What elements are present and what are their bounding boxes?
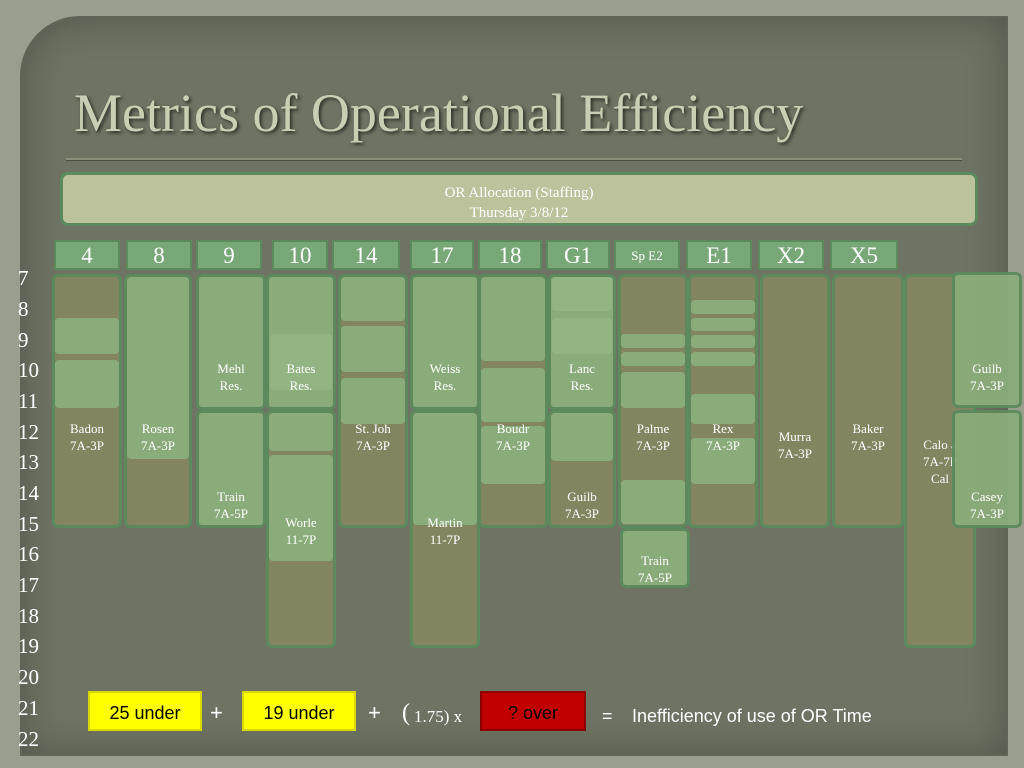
room-x5-schedule (832, 274, 904, 528)
room-9-upper (196, 274, 266, 410)
over-count-box: ? over (480, 691, 586, 731)
hour-label: 20 (18, 665, 39, 689)
schedule-block (691, 318, 755, 331)
room-header-8: 8 (126, 240, 192, 270)
hour-label: 12 (18, 420, 39, 444)
room-header-sp-e2: Sp E2 (614, 240, 680, 270)
block-label-boudr: Boudr 7A-3P (496, 421, 530, 453)
schedule-block (413, 413, 477, 525)
schedule-block (621, 480, 685, 524)
room-9-lower (196, 410, 266, 528)
schedule-block (621, 334, 685, 348)
block-label-badon: Badon 7A-3P (70, 421, 104, 453)
room-header-x2: X2 (758, 240, 824, 270)
hour-label: 15 (18, 512, 39, 536)
schedule-block (691, 352, 755, 366)
block-label-weiss: Weiss Res. (429, 361, 461, 393)
hour-label: 18 (18, 604, 39, 628)
schedule-block (552, 277, 612, 311)
schedule-block (621, 372, 685, 408)
hour-label: 13 (18, 450, 39, 474)
block-label-palme: Palme 7A-3P (636, 421, 670, 453)
equals-sign: = (602, 706, 613, 726)
schedule-block (691, 438, 755, 484)
overlay-block-guilb (952, 272, 1022, 408)
banner-heading: OR Allocation (Staffing) (444, 185, 594, 201)
banner-date: Thursday 3/8/12 (469, 205, 569, 221)
room-sp-e2-lower (620, 528, 690, 588)
room-header-18: 18 (478, 240, 542, 270)
block-label-rosen: Rosen 7A-3P (141, 421, 175, 453)
block-label-st-joh: St. Joh 7A-3P (355, 421, 391, 453)
schedule-block (691, 394, 755, 424)
schedule-block (55, 360, 119, 408)
schedule-block (551, 413, 613, 461)
hour-label: 22 (18, 727, 39, 751)
plus-sign-2: + (368, 700, 381, 725)
allocation-banner: OR Allocation (Staffing) Thursday 3/8/12 (60, 172, 978, 226)
schedule-block (127, 277, 189, 459)
block-label-bates: Bates Res. (286, 361, 316, 393)
plus-sign-1: + (210, 700, 223, 725)
block-label-guilb-g1: Guilb 7A-3P (565, 489, 599, 521)
block-label-worle: Worle 11-7P (285, 515, 317, 547)
schedule-block (55, 318, 119, 354)
block-label-lanc: Lanc Res. (569, 361, 595, 393)
schedule-block (341, 277, 405, 321)
block-label-guilb-right: Guilb 7A-3P (970, 361, 1004, 393)
hour-label: 9 (18, 328, 29, 352)
equation-result: Inefficiency of use of OR Time (632, 706, 872, 726)
schedule-block (341, 326, 405, 372)
block-label-train-sp-e2: Train 7A-5P (638, 553, 672, 585)
hour-label: 16 (18, 542, 39, 566)
schedule-block (621, 352, 685, 366)
block-label-murra: Murra 7A-3P (778, 429, 812, 461)
hour-label: 11 (18, 389, 39, 413)
hour-label: 19 (18, 634, 39, 658)
room-header-10: 10 (272, 240, 328, 270)
hour-label: 10 (18, 358, 39, 382)
page-title: Metrics of Operational Efficiency (74, 83, 804, 143)
schedule-block (691, 335, 755, 348)
block-label-rex: Rex 7A-3P (706, 421, 740, 453)
under-count-box-1: 25 under (88, 691, 202, 731)
block-label-casey: Casey 7A-3P (970, 489, 1004, 521)
overlay-block-casey (952, 410, 1022, 528)
schedule-block (341, 378, 405, 424)
room-x2-schedule (760, 274, 830, 528)
schedule-block (270, 334, 332, 390)
schedule-block (691, 300, 755, 314)
schedule-block (481, 368, 545, 422)
room-header-g1: G1 (546, 240, 610, 270)
room-header-e1: E1 (686, 240, 752, 270)
hour-label: 21 (18, 696, 39, 720)
schedule-block (269, 455, 333, 561)
room-header-4: 4 (54, 240, 120, 270)
block-label-mehl: Mehl Res. (217, 361, 245, 393)
room-header-9: 9 (196, 240, 262, 270)
schedule-block (481, 277, 545, 361)
room-header-x5: X5 (830, 240, 898, 270)
schedule-block (269, 413, 333, 451)
multiplier-factor: 1.75) x (414, 707, 463, 726)
room-17-upper (410, 274, 480, 410)
hour-label: 17 (18, 573, 39, 597)
hour-label: 7 (18, 266, 29, 290)
schedule-block (481, 426, 545, 484)
room-header-14: 14 (332, 240, 400, 270)
under-count-box-2: 19 under (242, 691, 356, 731)
hour-label: 8 (18, 297, 29, 321)
block-label-martin: Martin 11-7P (427, 515, 463, 547)
block-label-train-9: Train 7A-5P (214, 489, 248, 521)
title-divider (66, 158, 962, 161)
room-header-17: 17 (410, 240, 474, 270)
schedule-block (552, 318, 612, 354)
open-paren: ( (402, 700, 410, 726)
hour-label: 14 (18, 481, 39, 505)
block-label-baker: Baker 7A-3P (851, 421, 885, 453)
